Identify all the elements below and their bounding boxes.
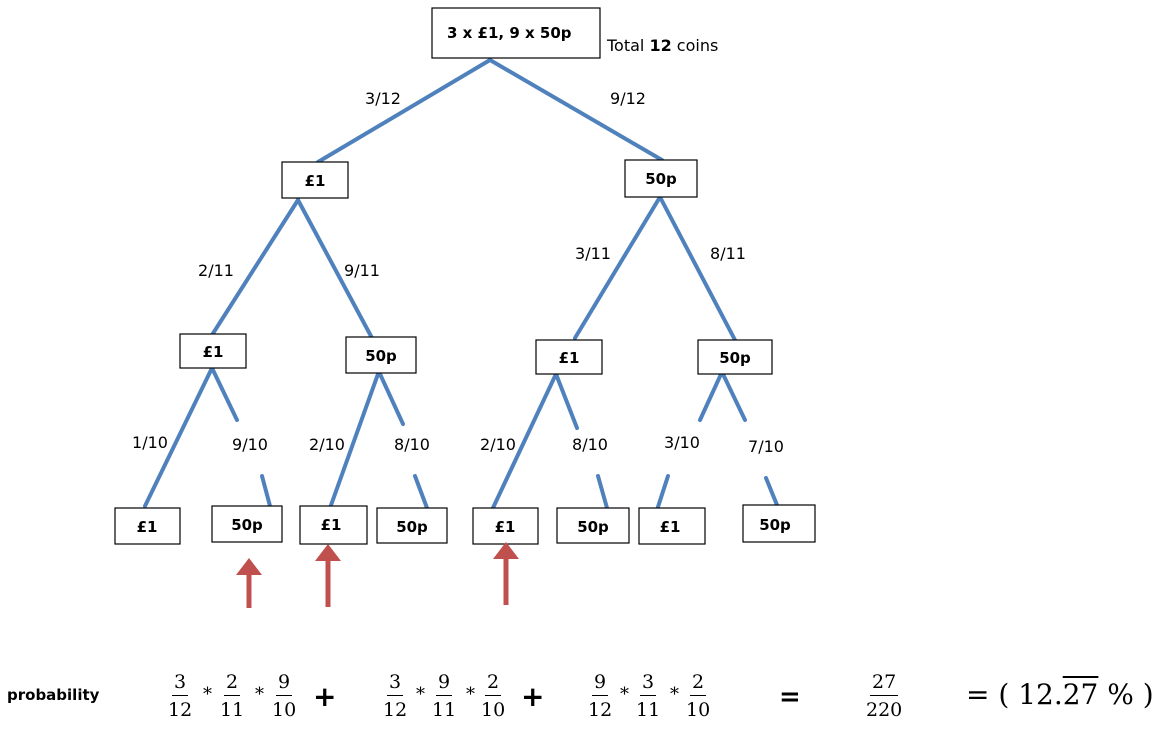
root-node: 3 x £1, 9 x 50p — [431, 7, 601, 59]
branch-probabilities: 3/12 9/12 2/11 9/11 3/11 8/11 1/10 9/10 … — [132, 89, 784, 456]
times: * — [466, 684, 475, 705]
branch — [260, 474, 272, 508]
fraction: 9 12 — [588, 671, 613, 721]
branch — [698, 370, 724, 422]
node-label: £1 — [321, 516, 342, 534]
fraction: 3 11 — [636, 671, 661, 721]
up-arrow-icon — [236, 558, 262, 608]
up-arrow-icon — [493, 542, 519, 605]
prob-label: 1/10 — [132, 433, 168, 452]
branch — [143, 366, 214, 508]
node-label: £1 — [495, 518, 516, 536]
prob-label: 3/11 — [575, 244, 611, 263]
node-label: 50p — [396, 518, 428, 536]
fraction: 2 10 — [481, 671, 506, 721]
percent-result: = ( 12.27 % ) — [966, 678, 1154, 711]
node-label: 50p — [577, 518, 609, 536]
times: * — [203, 684, 212, 705]
up-arrow-icon — [315, 544, 341, 607]
prob-label: 9/11 — [344, 261, 380, 280]
level2-nodes: £1 50p £1 50p — [179, 333, 773, 375]
branch — [488, 58, 664, 162]
fraction: 2 11 — [220, 671, 245, 721]
fraction: 3 12 — [168, 671, 193, 721]
node-label: £1 — [660, 518, 681, 536]
fraction: 9 11 — [432, 671, 457, 721]
result-fraction: 27 220 — [866, 671, 903, 721]
times: * — [416, 684, 425, 705]
fraction: 2 10 — [686, 671, 711, 721]
branch — [296, 198, 374, 340]
node-label: 50p — [645, 170, 677, 188]
prob-label: 9/10 — [232, 435, 268, 454]
prob-label: 9/12 — [610, 89, 646, 108]
branch — [720, 370, 747, 422]
root-label: 3 x £1, 9 x 50p — [447, 24, 572, 42]
prob-label: 8/11 — [710, 244, 746, 263]
times: * — [670, 684, 679, 705]
branch — [316, 58, 492, 164]
node-label: 50p — [365, 347, 397, 365]
fraction: 9 10 — [272, 671, 297, 721]
equals: = — [779, 682, 801, 712]
branch — [210, 198, 300, 337]
plus: + — [521, 680, 545, 713]
branch — [658, 195, 737, 342]
total-coins: Total 12 coins — [606, 36, 718, 55]
fraction: 3 12 — [383, 671, 408, 721]
level1-nodes: £1 50p — [281, 159, 698, 199]
branch — [413, 474, 429, 510]
branch — [764, 476, 779, 507]
branch — [490, 372, 558, 512]
branch — [378, 372, 405, 426]
node-label: £1 — [305, 172, 326, 190]
node-label: £1 — [203, 343, 224, 361]
node-label: 50p — [759, 516, 791, 534]
node-label: 50p — [231, 516, 263, 534]
prob-label: 8/10 — [394, 435, 430, 454]
formula-label: probability — [7, 686, 100, 704]
branches — [143, 58, 779, 512]
plus: + — [313, 680, 337, 713]
branch — [655, 474, 670, 512]
node-label: £1 — [137, 518, 158, 536]
node-label: £1 — [559, 349, 580, 367]
prob-label: 2/10 — [480, 435, 516, 454]
branch — [328, 372, 380, 510]
branch — [554, 372, 579, 430]
prob-label: 8/10 — [572, 435, 608, 454]
branch — [573, 195, 662, 340]
highlight-arrows — [236, 542, 519, 608]
branch — [210, 366, 239, 422]
times: * — [620, 684, 629, 705]
branch — [596, 474, 609, 510]
prob-label: 3/10 — [664, 433, 700, 452]
times: * — [255, 684, 264, 705]
prob-label: 3/12 — [365, 89, 401, 108]
prob-label: 2/10 — [309, 435, 345, 454]
prob-label: 2/11 — [198, 261, 234, 280]
prob-label: 7/10 — [748, 437, 784, 456]
leaf-nodes: £1 50p £1 50p £1 50p £1 50p — [114, 504, 816, 545]
node-label: 50p — [719, 349, 751, 367]
